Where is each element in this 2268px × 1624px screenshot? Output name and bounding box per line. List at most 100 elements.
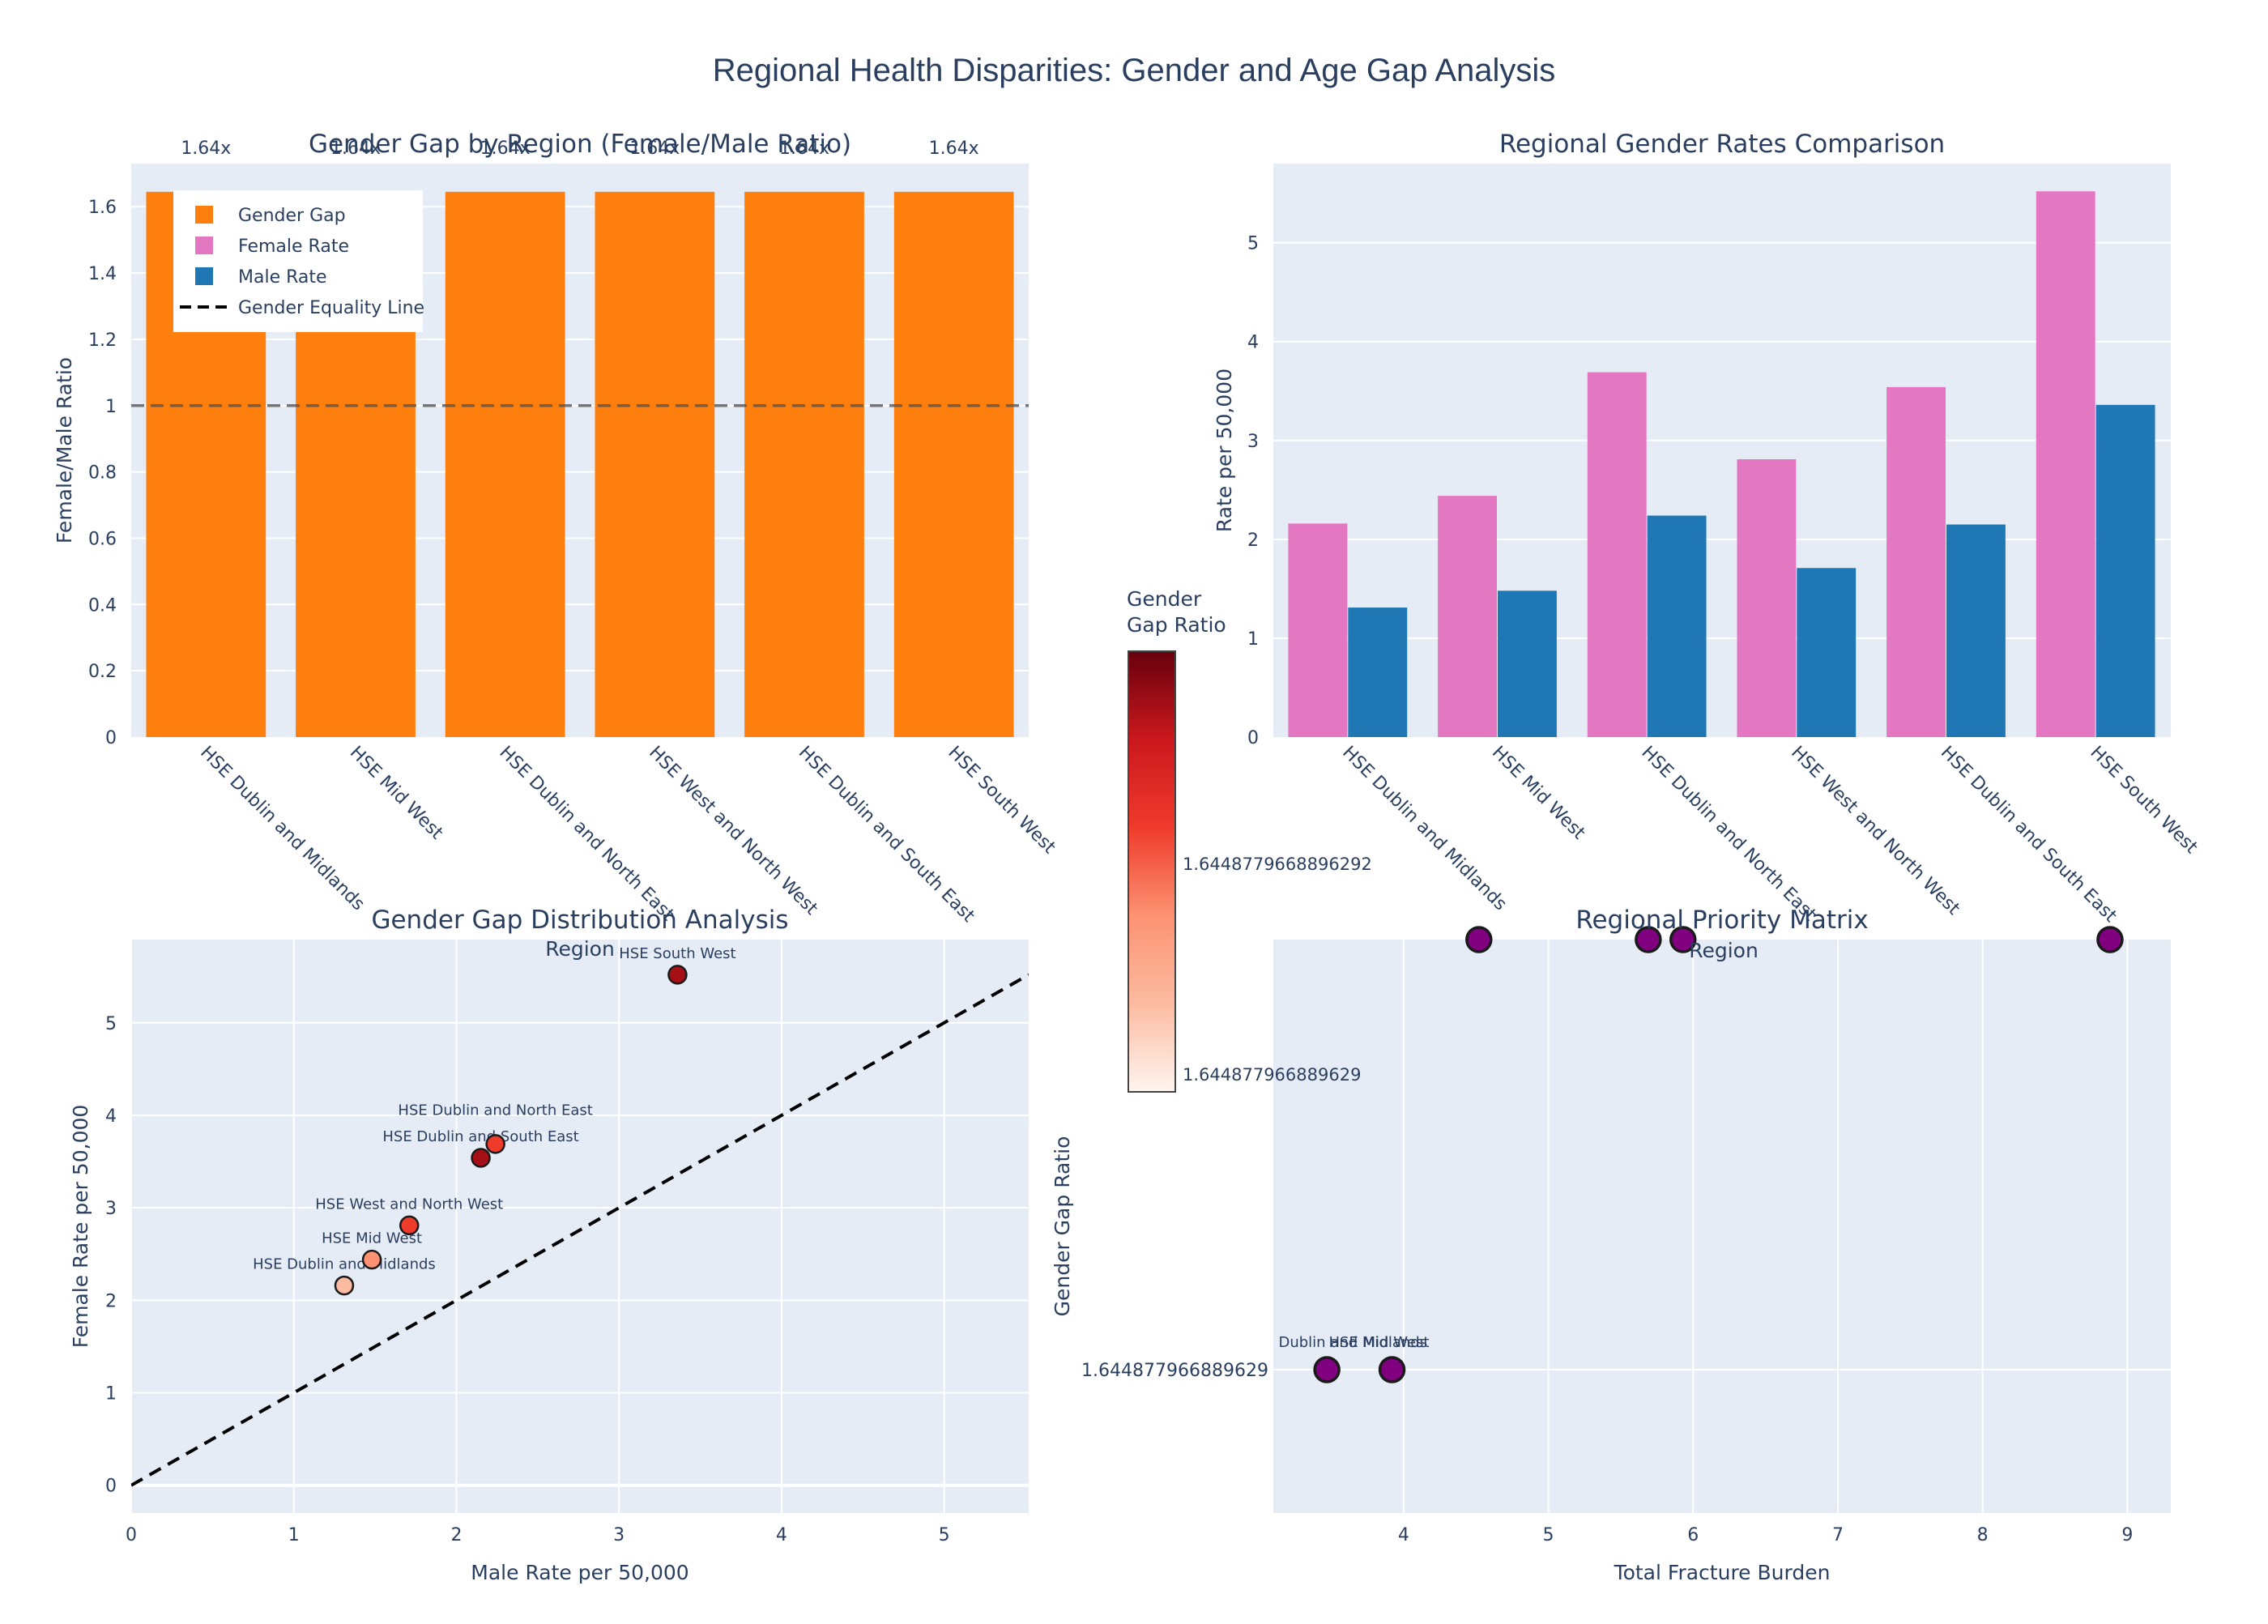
y-tick-label: 5 xyxy=(1247,234,1259,254)
bar-data-label: 1.64x xyxy=(779,139,829,159)
y-tick-label: 1.644877966889629 xyxy=(1081,1361,1268,1381)
bar-data-label: 1.64x xyxy=(629,139,680,159)
colorbar-title-line2: Gap Ratio xyxy=(1127,613,1226,637)
y-tick-label: 4 xyxy=(1247,333,1259,353)
legend-swatch xyxy=(195,267,213,285)
priority-point xyxy=(2096,926,2124,953)
gender-gap-scatter: 0 1 2 3 4 5 0 1 2 3 4 5 HSE Dublin and Midlands HSE M… xyxy=(69,906,1029,1584)
bar-data-label: 1.64x xyxy=(480,139,531,159)
gender-gap-bar xyxy=(595,191,715,738)
y-axis-title: Female/Male Ratio xyxy=(53,357,76,543)
plot-area xyxy=(1273,164,2171,737)
x-tick-label: 3 xyxy=(613,1525,625,1545)
priority-point xyxy=(1313,1356,1341,1383)
subplot-title: Regional Gender Rates Comparison xyxy=(1499,130,1945,159)
bar-data-label: 1.64x xyxy=(181,139,231,159)
priority-point xyxy=(1378,1356,1406,1383)
x-tick-label: HSE West and North West xyxy=(645,743,821,919)
female-rate-bar xyxy=(2036,191,2095,737)
x-tick-label: 0 xyxy=(126,1525,137,1545)
x-tick-label: HSE West and North West xyxy=(1787,743,1963,919)
female-rate-bar xyxy=(1288,523,1348,737)
male-rate-bar xyxy=(1946,524,2006,737)
legend-box xyxy=(173,190,423,332)
point-label: HSE West and North West xyxy=(315,1196,503,1213)
y-tick-label: 3 xyxy=(1247,432,1259,452)
priority-point xyxy=(1669,926,1697,953)
colorbar-tick-high: 1.6448779668896292 xyxy=(1183,855,1372,874)
y-tick-label: 0 xyxy=(1247,728,1259,748)
y-tick-label: 1 xyxy=(105,1384,117,1404)
y-tick-label: 2 xyxy=(1247,531,1259,551)
x-tick-label: 9 xyxy=(2121,1525,2133,1545)
y-axis-title: Rate per 50,000 xyxy=(1213,369,1236,532)
y-tick-label: 1 xyxy=(105,397,117,417)
point-label: HSE Dublin and North East xyxy=(398,1102,592,1119)
bar-data-label: 1.64x xyxy=(330,139,381,159)
priority-point xyxy=(1635,926,1662,953)
male-rate-bar xyxy=(1348,607,1408,737)
female-rate-bar xyxy=(1587,372,1647,737)
x-tick-label: 6 xyxy=(1687,1525,1699,1545)
female-rate-bar xyxy=(1438,496,1497,737)
subplot-title: Gender Gap Distribution Analysis xyxy=(371,906,788,935)
y-tick-label: 1 xyxy=(1247,629,1259,650)
colorbar: Gender Gap Ratio 1.6448779668896292 1.64… xyxy=(1127,587,1372,1093)
x-tick-label: HSE Mid West xyxy=(1488,743,1589,844)
legend-item-label: Female Rate xyxy=(238,237,349,257)
y-tick-label: 4 xyxy=(105,1106,117,1127)
legend-swatch xyxy=(195,206,213,224)
plot-content xyxy=(131,973,1029,1487)
x-tick-label: 7 xyxy=(1832,1525,1844,1545)
x-tick-label: HSE Dublin and North East xyxy=(495,743,678,926)
x-tick-label: HSE Dublin and South East xyxy=(1937,743,2121,927)
scatter-point xyxy=(334,1275,355,1296)
subplot-title: Gender Gap by Region (Female/Male Ratio) xyxy=(309,130,851,159)
y-tick-label: 2 xyxy=(105,1291,117,1311)
colorbar-tick-low: 1.644877966889629 xyxy=(1183,1065,1361,1085)
scatter-point xyxy=(399,1215,420,1236)
x-tick-label: 4 xyxy=(1398,1525,1409,1545)
equality-line xyxy=(131,973,1029,1487)
y-tick-label: 0.6 xyxy=(88,529,117,549)
x-tick-label: HSE Dublin and South East xyxy=(795,743,978,927)
point-label: Dublin and Midlands xyxy=(1278,1334,1427,1351)
point-label: HSE South West xyxy=(619,945,735,962)
x-tick-label: 5 xyxy=(939,1525,950,1545)
male-rate-bar xyxy=(1498,590,1557,737)
x-tick-label: 4 xyxy=(776,1525,787,1545)
subplot-title: Regional Priority Matrix xyxy=(1575,906,1868,935)
y-tick-label: 3 xyxy=(105,1199,117,1219)
scatter-point xyxy=(361,1249,382,1270)
x-tick-label: 8 xyxy=(1977,1525,1989,1545)
y-tick-label: 0.8 xyxy=(88,463,117,484)
x-tick-label: HSE South West xyxy=(944,743,1059,859)
priority-point xyxy=(1465,926,1493,953)
plot-area xyxy=(1273,940,2171,1513)
y-tick-label: 1.6 xyxy=(88,198,117,218)
gender-gap-bar xyxy=(445,191,565,738)
x-tick-label: HSE Dublin and Midlands xyxy=(196,743,369,915)
y-tick-label: 0 xyxy=(105,728,117,748)
y-tick-label: 0.4 xyxy=(88,595,117,616)
x-tick-label: HSE South West xyxy=(2086,743,2202,859)
legend-title: Region xyxy=(545,937,615,961)
x-tick-label: 2 xyxy=(450,1525,462,1545)
colorbar-title-line1: Gender xyxy=(1127,587,1202,611)
y-tick-label: 0.2 xyxy=(88,662,117,682)
legend-item-label: Gender Gap xyxy=(238,206,346,226)
bar-data-label: 1.64x xyxy=(929,139,979,159)
gender-gap-bar-chart: 0 0.2 0.4 0.6 0.8 1 1.2 1.4 1.6 1.64x HSE Dublin a… xyxy=(53,130,1059,927)
legend: Gender Gap Female Rate Male Rate Gender Equ… xyxy=(173,190,424,332)
x-tick-label: 1 xyxy=(288,1525,300,1545)
y-axis-title: Gender Gap Ratio xyxy=(1051,1136,1074,1317)
point-label: HSE Dublin and South East xyxy=(382,1128,578,1145)
gender-gap-bar xyxy=(893,191,1014,738)
y-tick-label: 1.4 xyxy=(88,264,117,284)
legend-title: Region xyxy=(1689,939,1759,962)
scatter-point xyxy=(667,965,688,985)
male-rate-bar xyxy=(1797,568,1857,737)
point-label: HSE Mid West xyxy=(1328,1334,1429,1351)
